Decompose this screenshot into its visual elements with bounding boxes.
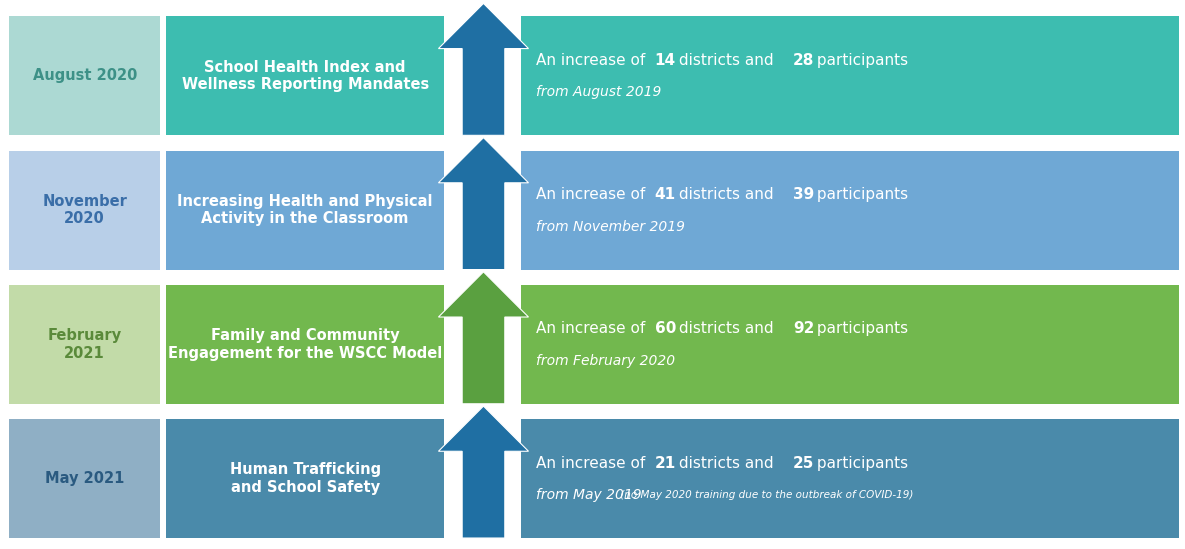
FancyBboxPatch shape xyxy=(521,419,1179,538)
Text: districts and: districts and xyxy=(674,53,779,68)
FancyBboxPatch shape xyxy=(9,285,160,404)
Text: An increase of: An increase of xyxy=(536,322,649,337)
Text: districts and: districts and xyxy=(674,187,779,202)
Text: from May 2019: from May 2019 xyxy=(536,488,641,502)
Polygon shape xyxy=(438,3,529,136)
Text: An increase of: An increase of xyxy=(536,187,649,202)
FancyBboxPatch shape xyxy=(166,285,444,404)
Text: August 2020: August 2020 xyxy=(32,69,137,83)
Text: 28: 28 xyxy=(793,53,814,68)
Text: 14: 14 xyxy=(655,53,675,68)
Text: 60: 60 xyxy=(655,322,677,337)
FancyBboxPatch shape xyxy=(9,16,160,136)
Polygon shape xyxy=(438,138,529,270)
FancyBboxPatch shape xyxy=(166,419,444,538)
Text: (no May 2020 training due to the outbreak of COVID-19): (no May 2020 training due to the outbrea… xyxy=(617,490,914,500)
Text: districts and: districts and xyxy=(674,456,779,470)
Polygon shape xyxy=(438,406,529,538)
FancyBboxPatch shape xyxy=(166,16,444,136)
Text: from August 2019: from August 2019 xyxy=(536,85,661,99)
Text: from November 2019: from November 2019 xyxy=(536,220,685,234)
Text: An increase of: An increase of xyxy=(536,456,649,470)
Text: 39: 39 xyxy=(793,187,814,202)
Text: February
2021: February 2021 xyxy=(47,328,122,361)
Text: An increase of: An increase of xyxy=(536,53,649,68)
Text: November
2020: November 2020 xyxy=(43,194,127,226)
Text: School Health Index and
Wellness Reporting Mandates: School Health Index and Wellness Reporti… xyxy=(181,60,429,92)
Text: from February 2020: from February 2020 xyxy=(536,354,674,368)
Text: 41: 41 xyxy=(655,187,675,202)
Text: participants: participants xyxy=(812,187,908,202)
FancyBboxPatch shape xyxy=(521,285,1179,404)
FancyBboxPatch shape xyxy=(521,16,1179,136)
FancyBboxPatch shape xyxy=(9,150,160,270)
Text: participants: participants xyxy=(812,456,908,470)
Text: participants: participants xyxy=(812,53,908,68)
Text: 92: 92 xyxy=(793,322,814,337)
Text: Human Trafficking
and School Safety: Human Trafficking and School Safety xyxy=(230,462,380,495)
Text: 21: 21 xyxy=(655,456,675,470)
Text: participants: participants xyxy=(812,322,908,337)
FancyBboxPatch shape xyxy=(521,150,1179,270)
Polygon shape xyxy=(438,272,529,404)
Text: 25: 25 xyxy=(793,456,814,470)
FancyBboxPatch shape xyxy=(166,150,444,270)
Text: districts and: districts and xyxy=(674,322,779,337)
Text: May 2021: May 2021 xyxy=(45,471,124,486)
FancyBboxPatch shape xyxy=(9,419,160,538)
Text: Family and Community
Engagement for the WSCC Model: Family and Community Engagement for the … xyxy=(168,328,442,361)
Text: Increasing Health and Physical
Activity in the Classroom: Increasing Health and Physical Activity … xyxy=(178,194,433,226)
